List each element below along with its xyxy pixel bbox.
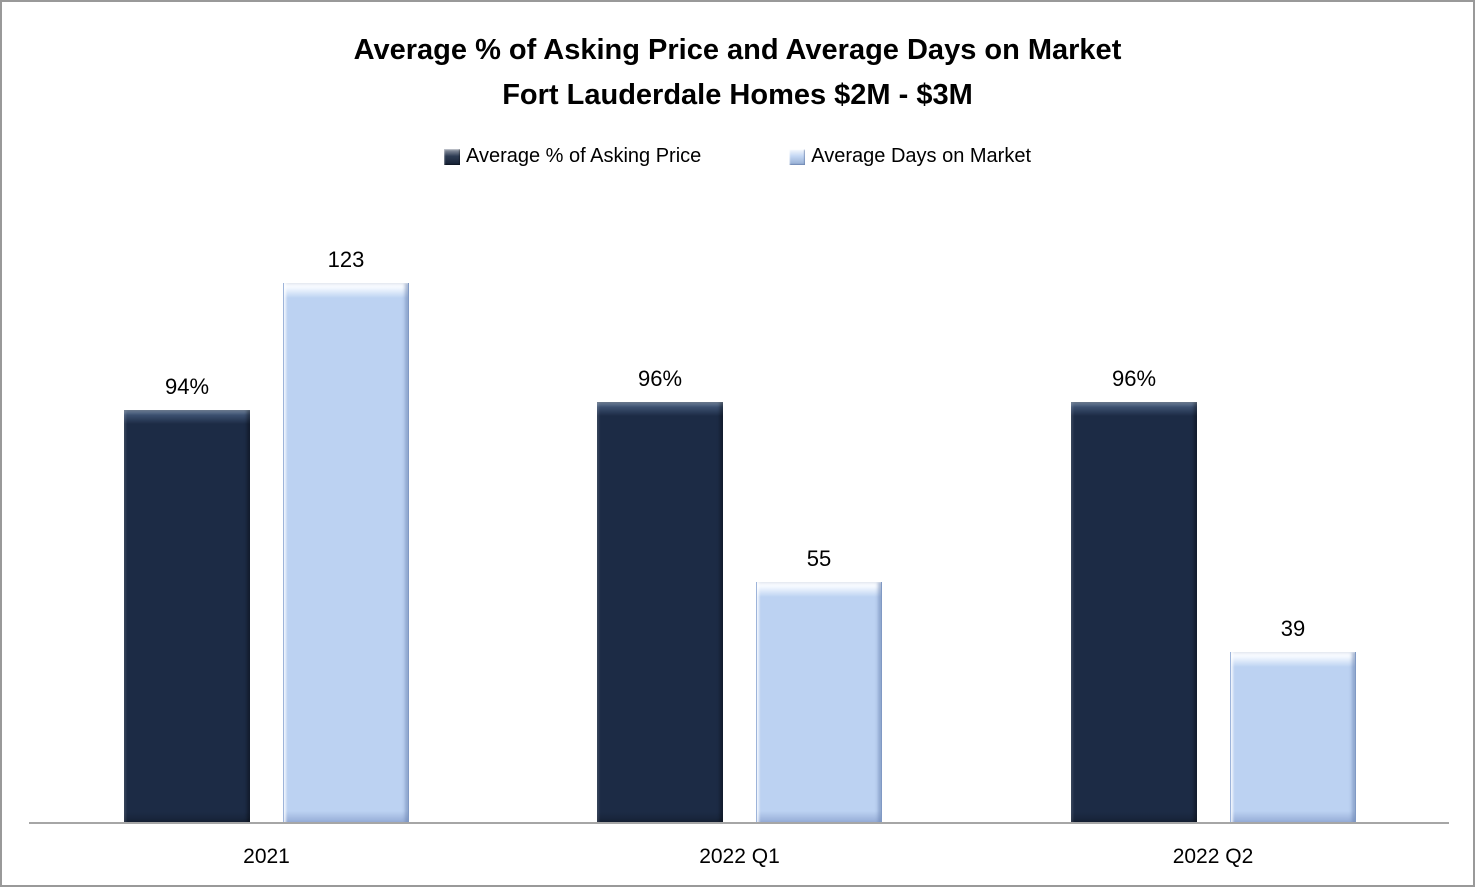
chart-title-line2: Fort Lauderdale Homes $2M - $3M xyxy=(502,79,973,111)
legend-item-asking-price: Average % of Asking Price xyxy=(443,145,702,168)
bar-avg-pct-2021 xyxy=(124,410,250,824)
bar-avg-days-2021 xyxy=(283,283,409,824)
category-label-2021: 2021 xyxy=(243,845,290,868)
value-label-avg-days-2021: 123 xyxy=(327,247,365,272)
value-label-avg-days-2022-q1: 55 xyxy=(806,546,832,571)
category-label-2022-q2: 2022 Q2 xyxy=(1172,845,1254,868)
value-label-avg-days-2022-q2: 39 xyxy=(1280,616,1306,641)
bar-avg-days-2022-q2 xyxy=(1230,652,1356,824)
x-axis-line xyxy=(29,822,1449,824)
value-label-avg-pct-2021: 94% xyxy=(164,374,210,399)
legend: Average % of Asking Price Average Days o… xyxy=(2,145,1473,168)
bar-avg-pct-2022-q2 xyxy=(1071,402,1197,824)
legend-label-asking-price: Average % of Asking Price xyxy=(465,145,702,167)
chart-title-line1: Average % of Asking Price and Average Da… xyxy=(353,34,1122,66)
value-label-avg-pct-2022-q2: 96% xyxy=(1111,366,1157,391)
value-label-avg-pct-2022-q1: 96% xyxy=(637,366,683,391)
legend-item-days-on-market: Average Days on Market xyxy=(789,145,1031,168)
category-label-2022-q1: 2022 Q1 xyxy=(699,845,780,868)
bar-avg-days-2022-q1 xyxy=(756,582,882,824)
chart-title: Average % of Asking Price and Average Da… xyxy=(2,28,1473,118)
legend-label-days-on-market: Average Days on Market xyxy=(811,145,1032,167)
bar-avg-pct-2022-q1 xyxy=(597,402,723,824)
legend-swatch-light-icon xyxy=(789,148,806,165)
legend-swatch-dark-icon xyxy=(443,148,460,165)
